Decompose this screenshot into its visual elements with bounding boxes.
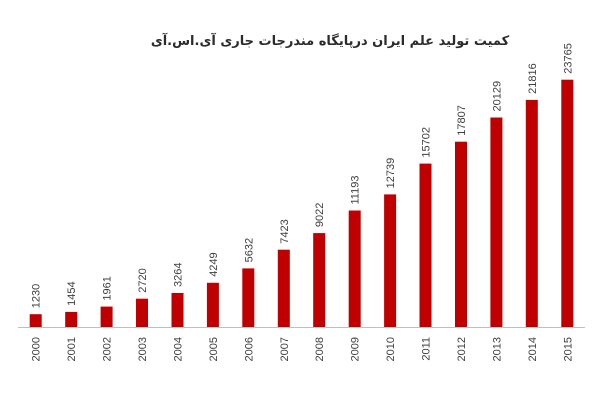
x-tick-label-2008: 2008 [314,337,326,361]
value-label-2007: 7423 [279,219,291,243]
value-label-2014: 21816 [527,63,539,94]
value-label-2004: 3264 [173,263,185,287]
bar-2004 [171,293,184,327]
value-label-2013: 20129 [491,81,503,112]
value-label-2001: 1454 [66,281,78,305]
x-tick-label-2013: 2013 [491,337,503,361]
bar-2000 [29,314,42,327]
x-tick-label-2014: 2014 [527,337,539,361]
x-tick-label-2007: 2007 [279,337,291,361]
bar-2014 [525,99,538,328]
bar-2015 [561,79,574,327]
x-tick-label-2002: 2002 [102,337,114,361]
bar-2013 [490,117,503,327]
value-label-2005: 4249 [208,252,220,276]
x-tick-label-2005: 2005 [208,337,220,361]
bars-layer [29,79,574,328]
value-label-2012: 17807 [456,105,468,136]
x-tick-label-2000: 2000 [31,337,43,361]
x-tick-label-2012: 2012 [456,337,468,361]
chart-title: کمیت تولید علم ایران درپایگاه مندرجات جا… [150,34,510,49]
value-label-2008: 9022 [314,203,326,227]
x-tick-label-2009: 2009 [350,337,362,361]
x-tick-label-2003: 2003 [137,337,149,361]
bar-2010 [384,194,397,327]
bar-2005 [206,282,219,327]
x-tick-label-2004: 2004 [173,337,185,361]
x-tick-labels-layer: 2000 2001 2002 2003 2004 2005 2006 2007 2008 2009… [31,337,575,361]
value-label-2015: 23765 [562,43,574,74]
bar-2011 [419,163,432,327]
x-tick-label-2011: 2011 [421,337,433,361]
bar-2006 [242,268,255,327]
x-tick-label-2015: 2015 [562,337,574,361]
bar-2012 [455,141,467,327]
x-tick-label-2006: 2006 [243,337,255,361]
bar-2008 [313,233,326,327]
x-tick-label-2010: 2010 [385,337,397,361]
bar-2002 [100,306,113,327]
bar-2007 [277,249,290,327]
bar-2009 [348,210,361,327]
x-tick-label-2001: 2001 [66,337,78,361]
value-label-2009: 11193 [350,176,362,205]
bar-2001 [65,311,78,327]
value-label-2003: 2720 [137,268,149,292]
value-label-2006: 5632 [243,238,255,262]
value-label-2011: 15702 [421,127,433,158]
value-labels-layer: 1230 1454 1961 2720 3264 4249 5632 7423 9022 1119… [31,43,575,308]
value-label-2002: 1961 [102,276,114,300]
bar-2003 [136,298,148,327]
value-label-2000: 1230 [31,284,43,308]
value-label-2010: 12739 [385,158,397,189]
